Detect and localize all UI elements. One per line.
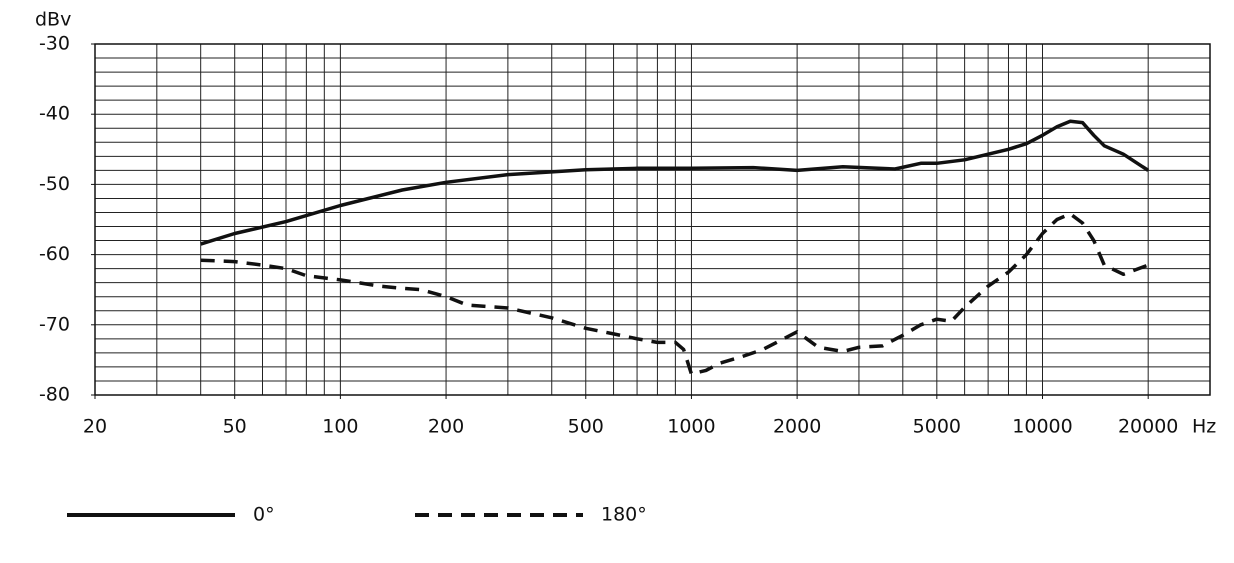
x-tick-label: 20 [83,416,107,438]
x-tick-label: 10000 [1012,416,1072,438]
y-tick-label: -80 [39,384,70,406]
y-tick-label: -30 [39,33,70,55]
data-line [200,119,1150,246]
y-tick-label: -50 [39,173,70,195]
x-axis-label: Hz [1192,416,1216,438]
legend-label: 180° [601,504,647,526]
y-tick-label: -60 [39,243,70,265]
legend-label: 0° [253,504,275,526]
plot-frame [94,43,1211,396]
x-tick-label: 500 [568,416,604,438]
y-tick-label: -70 [39,313,70,335]
x-tick-label: 200 [428,416,464,438]
x-tick-label: 20000 [1118,416,1178,438]
y-axis-label: dBv [35,9,71,31]
data-line [200,212,1149,376]
y-tick-label: -40 [39,103,70,125]
x-tick-label: 50 [223,416,247,438]
x-tick-label: 100 [322,416,358,438]
x-tick-label: 5000 [913,416,961,438]
x-tick-label: 2000 [773,416,821,438]
x-tick-label: 1000 [667,416,715,438]
